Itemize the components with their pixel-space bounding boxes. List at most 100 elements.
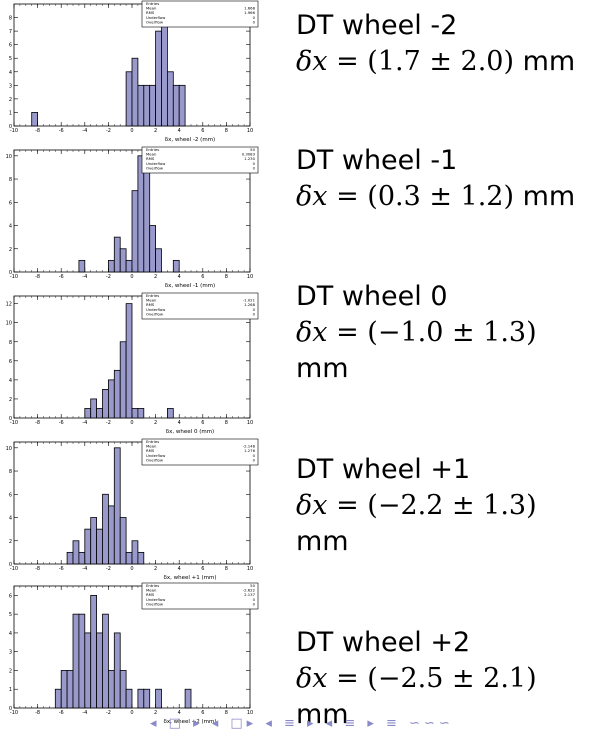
y-tick-label: 4: [9, 378, 12, 384]
histogram-bar: [84, 528, 92, 565]
histogram-bar: [131, 190, 139, 273]
histogram-bar: [149, 84, 156, 127]
histogram-bar: [125, 71, 133, 127]
x-tick-label: 6: [201, 420, 204, 426]
x-axis-label: δx, wheel -2 (mm): [165, 137, 215, 143]
stats-label: Mean: [146, 6, 157, 11]
y-tick-label: 8: [9, 469, 12, 475]
y-tick-label: 6: [9, 359, 12, 365]
stats-value: -2.148: [243, 444, 256, 449]
histogram-bar: [102, 389, 109, 419]
histogram-bar: [108, 259, 115, 273]
x-tick-label: -10: [10, 274, 18, 280]
caption-wheel-p1: DT wheel +1 δx = (−2.2 ± 1.3) mm: [296, 452, 537, 560]
histogram-bar: [131, 540, 139, 565]
stats-label: Overflow: [146, 601, 163, 606]
x-tick-label: 0: [130, 274, 133, 280]
histogram-bar: [125, 303, 133, 419]
x-tick-label: 10: [247, 274, 253, 280]
stats-label: Entries: [146, 439, 159, 444]
x-tick-label: -8: [35, 566, 40, 572]
histogram-bar: [166, 71, 174, 127]
histogram-bar: [108, 505, 115, 565]
caption-math: δx = (−2.2 ± 1.3): [296, 490, 537, 521]
histogram-wheel-0: -10 -8 -6 -4 -2 0 2 4 6 8 10 0 2 4 6 8 10 12 δx, wheel 0 (…: [6, 292, 259, 435]
x-tick-label: 0: [130, 128, 133, 134]
caption-value: (1.7 ± 2.0): [367, 46, 515, 77]
x-tick-label: -8: [35, 128, 40, 134]
y-tick-label: 0: [9, 706, 12, 712]
x-tick-label: 4: [178, 710, 181, 716]
caption-title: DT wheel +1: [296, 454, 471, 485]
histogram-bar: [90, 398, 97, 419]
stats-label: Mean: [146, 298, 157, 303]
stats-label: Mean: [146, 152, 157, 157]
x-tick-label: -6: [59, 274, 64, 280]
stats-box: [141, 0, 259, 28]
x-tick-label: 10: [247, 710, 253, 716]
y-tick-label: 2: [9, 247, 12, 253]
x-tick-label: -10: [10, 566, 18, 572]
x-tick-label: 4: [178, 274, 181, 280]
y-tick-label: 8: [9, 177, 12, 183]
histogram-bar: [172, 259, 180, 273]
stats-box: [141, 146, 259, 174]
histogram-bar: [131, 57, 139, 127]
histogram-bar: [84, 632, 92, 709]
caption-wheel-m1: DT wheel -1 δx = (0.3 ± 1.2) mm: [296, 143, 575, 215]
histogram-bar: [143, 84, 151, 127]
histogram-bar: [54, 688, 62, 709]
x-tick-label: -6: [59, 566, 64, 572]
histogram-bar: [90, 594, 97, 709]
histogram-panel-wheel-p1: -10 -8 -6 -4 -2 0 2 4 6 8 10 0 2 4 6 8 10 δx, wheel +1 (m…: [0, 438, 262, 583]
x-tick-label: 8: [225, 710, 228, 716]
stats-value: 1.966: [244, 10, 255, 15]
stats-value: 1.268: [244, 302, 255, 307]
histogram-bar: [78, 551, 86, 565]
stats-value: 50: [250, 147, 255, 152]
x-axis-label: δx, wheel +2 (mm): [163, 719, 216, 725]
stats-box: [141, 292, 259, 320]
beamer-navigation-bar[interactable]: ◂ □ ▸ ◂ □▸ ◂ ≡ ▸ ◂ ≡ ▸ ≡ ∽∽∽: [150, 716, 454, 731]
histogram-panel-wheel-m1: -10 -8 -6 -4 -2 0 2 4 6 8 10 0 2 4 6 8 10 δx, wheel -1 (m…: [0, 146, 262, 291]
stats-label: RMS: [146, 302, 155, 307]
y-tick-label: 2: [9, 668, 12, 674]
histogram-panel-wheel-p2: -10 -8 -6 -4 -2 0 2 4 6 8 10 0 1 2 3 4 5 6 δx, wheel +2 (m…: [0, 582, 262, 727]
histogram-bar: [149, 225, 156, 273]
histogram-bar: [137, 688, 145, 709]
x-tick-label: 6: [201, 128, 204, 134]
histogram-bar: [119, 670, 127, 709]
caption-unit: mm: [522, 46, 576, 77]
histogram-bar: [102, 493, 109, 565]
y-tick-label: 3: [9, 83, 12, 89]
y-tick-label: 1: [9, 110, 12, 116]
stats-value: 0: [253, 19, 256, 24]
y-tick-label: 6: [9, 492, 12, 498]
stats-label: Overflow: [146, 165, 163, 170]
histogram-bar: [84, 408, 92, 419]
stats-label: Underflow: [146, 597, 165, 602]
histogram-bar: [178, 84, 186, 127]
stats-value: 0.3083: [242, 152, 256, 157]
histogram-bar: [66, 670, 74, 709]
stats-value: 1.276: [244, 448, 255, 453]
histogram-bar: [72, 540, 80, 565]
x-tick-label: -2: [106, 274, 111, 280]
caption-title: DT wheel -2: [296, 10, 458, 41]
y-tick-label: 4: [9, 70, 12, 76]
y-tick-label: 8: [9, 16, 12, 22]
stats-label: Underflow: [146, 15, 165, 20]
x-tick-label: 2: [154, 710, 157, 716]
stats-box: [141, 582, 259, 610]
histogram-bar: [155, 30, 162, 127]
x-tick-label: 4: [178, 128, 181, 134]
histogram-bar: [108, 670, 115, 709]
x-tick-label: 6: [201, 274, 204, 280]
stats-value: 0: [253, 597, 256, 602]
y-tick-label: 2: [9, 397, 12, 403]
stats-label: RMS: [146, 448, 155, 453]
stats-value: -1.021: [243, 298, 256, 303]
caption-value: (−1.0 ± 1.3): [367, 317, 537, 348]
x-axis-label: δx, wheel 0 (mm): [166, 429, 214, 435]
caption-title: DT wheel -1: [296, 145, 458, 176]
